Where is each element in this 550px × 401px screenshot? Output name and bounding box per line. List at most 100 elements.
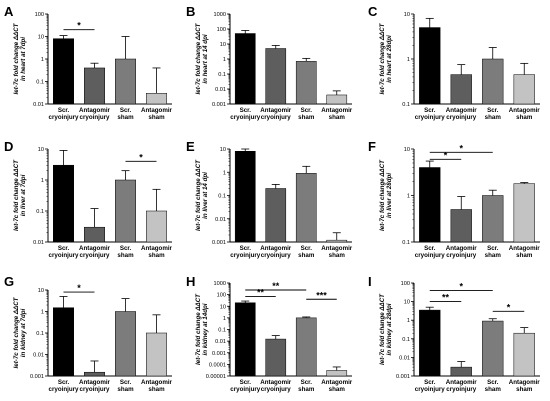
bar [482,58,504,105]
bar [450,209,472,243]
category-label: cryoinjury [261,386,291,393]
y-tick-label: 0.1 [36,331,44,337]
y-tick-label: 0.001 [396,374,410,380]
category-label: cryoinjury [49,252,79,259]
y-tick-label: 0.1 [218,328,226,334]
y-axis-label: in heart at 14 dpi [202,34,209,83]
category-label: Antagomir [260,379,292,386]
y-tick-label: 1 [41,178,44,184]
y-tick-label: 1000 [214,12,226,18]
y-axis-label: let-7c fold change ΔΔCT [13,159,20,231]
category-label: sham [298,386,315,393]
category-label: sham [485,386,502,393]
bar [234,151,256,243]
panel-letter: B [186,4,195,19]
category-label: Antagomir [446,379,478,386]
y-tick-label: 1 [223,57,226,63]
category-label: sham [516,386,533,393]
y-axis-label: let-7c fold change ΔΔCT [195,293,202,365]
significance-label: * [459,143,463,153]
y-tick-label: 0.0001 [209,362,226,368]
y-tick-label: 100 [401,281,410,287]
bar [513,332,535,377]
y-tick-label: 10 [38,35,44,41]
category-label: cryoinjury [80,252,110,259]
bar [84,226,105,243]
category-label: sham [485,252,502,259]
y-tick-label: 0.001 [212,240,226,246]
category-label: Antagomir [79,379,111,386]
y-tick-label: 0.01 [33,240,44,246]
category-label: sham [117,386,134,393]
y-tick-label: 1 [407,194,410,200]
category-label: sham [329,252,346,259]
category-label: Scr. [58,107,70,114]
category-label: sham [148,252,165,259]
category-label: Antagomir [141,107,173,114]
category-label: cryoinjury [49,114,79,121]
category-label: Antagomir [509,245,541,252]
y-tick-label: 10 [404,300,410,306]
significance-label: ** [442,293,450,303]
category-label: cryoinjury [80,386,110,393]
y-tick-label: 0.01 [33,353,44,359]
bar [450,366,472,377]
category-label: Scr. [240,107,252,114]
category-label: Antagomir [509,379,541,386]
y-tick-label: 0.01 [215,87,226,93]
bar [146,332,167,377]
panel-letter: E [186,139,195,154]
bar [513,183,535,243]
category-label: cryoinjury [261,114,291,121]
category-label: cryoinjury [446,386,476,393]
category-label: sham [485,114,502,121]
category-label: Scr. [487,245,499,252]
category-label: Scr. [58,245,70,252]
y-axis-label: in heart at 7dpi [20,37,27,81]
panel-letter: I [368,274,372,289]
panel-letter: G [4,274,14,289]
category-label: cryoinjury [261,252,291,259]
category-label: sham [117,252,134,259]
y-tick-label: 100 [35,12,44,18]
category-label: sham [516,114,533,121]
category-label: Antagomir [79,245,111,252]
bar [482,320,504,377]
y-tick-label: 10 [404,12,410,18]
category-label: sham [298,114,315,121]
bar [482,195,504,243]
category-label: sham [148,386,165,393]
y-tick-label: 0.001 [30,374,44,380]
y-tick-label: 100 [217,293,226,299]
category-label: Scr. [120,245,132,252]
bar [265,188,287,243]
category-label: Scr. [487,379,499,386]
category-label: Antagomir [446,245,478,252]
bar [326,94,348,105]
category-label: cryoinjury [230,114,260,121]
bar [146,210,167,243]
bar [419,309,441,377]
panel-letter: H [186,274,195,289]
category-label: Scr. [424,245,436,252]
bar [326,370,348,377]
bar [53,307,74,377]
y-axis-label: let-7c fold change ΔΔCT [13,296,20,368]
y-tick-label: 0.01 [215,217,226,223]
y-tick-label: 0.001 [212,102,226,108]
bar [265,48,287,105]
category-label: Scr. [301,379,313,386]
y-tick-label: 10 [220,147,226,153]
y-axis-label: let-7c fold change ΔΔCT [13,22,20,94]
category-label: Scr. [301,107,313,114]
panel-letter: A [4,4,14,19]
category-label: cryoinjury [415,252,445,259]
category-label: Scr. [120,379,132,386]
y-tick-label: 0.1 [218,72,226,78]
category-label: sham [516,252,533,259]
category-label: Antagomir [446,107,478,114]
category-label: Scr. [120,107,132,114]
bar [419,167,441,243]
y-tick-label: 0.1 [218,194,226,200]
